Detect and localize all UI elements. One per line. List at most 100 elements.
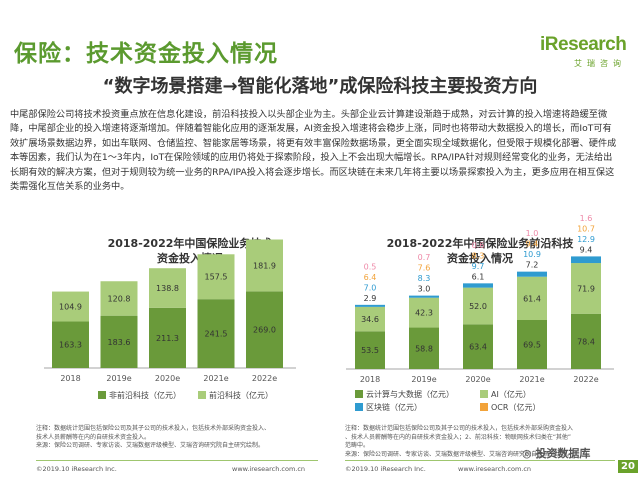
data-label: 9.4 [526, 240, 539, 249]
right-note-line2: 、技术人员薪酬等在内的自研技术资金投入；2、前沿科技：物联网技术归类在“其他” [345, 433, 572, 441]
data-label: 104.9 [59, 303, 82, 312]
data-label: 0.5 [364, 262, 377, 271]
bar-segment [149, 268, 186, 308]
data-label: 1.0 [526, 229, 539, 238]
legend-swatch [480, 403, 488, 411]
x-tick-label: 2020e [465, 375, 490, 384]
data-label: 63.4 [469, 343, 487, 352]
data-label: 8.3 [418, 274, 431, 283]
left-footer-copyright: ©2019.10 iResearch Inc. [36, 465, 117, 473]
x-tick-label: 2019e [411, 375, 436, 384]
bar-segment [197, 299, 235, 368]
left-note-line1: 注释：数据统计范围包括保险公司及其子公司的技术投入，包括技术外部采购资金投入、 [36, 425, 271, 432]
x-tick-label: 2022e [573, 375, 598, 384]
data-label: 10.9 [523, 250, 541, 259]
data-label: 138.8 [156, 284, 179, 293]
data-label: 69.5 [523, 341, 541, 350]
bar-segment [571, 263, 601, 314]
right-divider [345, 460, 615, 461]
legend-label: 非前沿科技（亿元） [109, 391, 181, 400]
iresearch-logo: iResearch 艾瑞咨询 [540, 34, 628, 74]
left-chart-title-line1: 2018-2022年中国保险业务技术 [107, 237, 273, 250]
left-source: 来源：保险公司调研、专家访谈、艾瑞数据评级模型、艾瑞咨询研究院自主研究绘制。 [36, 442, 265, 449]
legend-label: 区块链（亿元） [366, 403, 422, 412]
data-label: 211.3 [156, 334, 179, 343]
data-label: 163.3 [59, 341, 82, 350]
wechat-watermark: ◎ 投资数据库 [522, 445, 590, 461]
left-divider [36, 460, 318, 461]
legend-item-cloud: 云计算与大数据（亿元） [355, 389, 454, 400]
x-tick-label: 2019e [106, 374, 131, 383]
data-label: 241.5 [205, 330, 228, 339]
right-note-line1: 注释：数据统计范围包括保险公司及其子公司的技术投入，包括技术外部采购资金投入 [345, 425, 574, 432]
legend-item-non-frontier: 非前沿科技（亿元） [98, 390, 181, 401]
data-label: 53.5 [361, 346, 379, 355]
legend-item-ai: AI（亿元） [480, 389, 531, 400]
legend-swatch [355, 390, 363, 398]
legend-label: 云计算与大数据（亿元） [366, 390, 454, 399]
bar-segment [463, 287, 493, 325]
right-note: 注释：数据统计范围包括保险公司及其子公司的技术投入，包括技术外部采购资金投入 、… [345, 425, 620, 459]
bar-segment [409, 297, 439, 328]
data-label: 7.0 [364, 283, 377, 292]
bar-segment [571, 256, 601, 264]
legend-swatch [355, 403, 363, 411]
legend-label: 前沿科技（亿元） [209, 391, 273, 400]
data-label: 61.4 [523, 294, 541, 303]
bar-segment [463, 324, 493, 369]
data-label: 6.4 [364, 273, 377, 282]
data-label: 71.9 [577, 284, 595, 293]
data-label: 183.6 [108, 338, 131, 347]
data-label: 157.5 [205, 273, 228, 282]
logo-sub: 艾瑞咨询 [574, 59, 626, 68]
data-label: 7.6 [418, 264, 431, 273]
bar-segment [100, 281, 138, 316]
x-tick-label: 2018 [360, 375, 380, 384]
bar-segment [52, 321, 89, 368]
right-chart-title-line1: 2018-2022年中国保险业务前沿科技 [386, 237, 574, 250]
page-number: 20 [618, 460, 638, 473]
x-tick-label: 2020e [155, 374, 180, 383]
bar-segment [197, 254, 235, 300]
data-label: 34.6 [361, 315, 379, 324]
left-footer-url: www.iresearch.com.cn [232, 465, 306, 473]
bar-segment [463, 283, 493, 288]
data-label: 269.0 [253, 326, 276, 335]
legend-label: AI（亿元） [491, 390, 531, 399]
body-paragraph: 中尾部保险公司将技术投资重点放在信息化建设，前沿科技投入以头部企业为主。头部企业… [10, 109, 617, 193]
x-tick-label: 2018 [60, 374, 80, 383]
legend-swatch [198, 391, 206, 399]
data-label: 9.7 [472, 262, 485, 271]
bar-segment [246, 291, 283, 368]
right-note-line3: 范畴中。 [345, 442, 370, 449]
data-label: 6.1 [472, 272, 485, 281]
right-footer-copyright: ©2019.10 iResearch Inc. [345, 465, 426, 473]
data-label: 7.2 [526, 261, 539, 270]
wechat-label: 投资数据库 [535, 447, 591, 460]
page-title: 保险：技术资金投入情况 [14, 41, 278, 67]
bar-segment [517, 276, 547, 321]
bar-segment [52, 291, 89, 322]
right-chart-title-line2: 资金投入情况 [447, 252, 513, 265]
legend-item-frontier: 前沿科技（亿元） [198, 390, 273, 401]
data-label: 181.9 [253, 261, 276, 270]
left-note-line2: 技术人员薪酬等在内的自研技术资金投入。 [36, 433, 151, 441]
bar-segment [355, 306, 385, 332]
legend-item-blockchain: 区块链（亿元） [355, 402, 422, 413]
x-tick-label: 2021e [203, 374, 228, 383]
bar-segment [355, 304, 385, 307]
legend-swatch [480, 390, 488, 398]
data-label: 8.3 [472, 251, 485, 260]
data-label: 1.6 [580, 214, 593, 223]
wechat-icon: ◎ [522, 447, 536, 460]
legend-label: OCR（亿元） [491, 403, 541, 412]
page-subtitle: “数字场景搭建→智能化落地”成保险科技主要投资方向 [102, 76, 538, 97]
legend-swatch [98, 391, 106, 399]
data-label: 78.4 [577, 337, 595, 346]
data-label: 52.0 [469, 302, 487, 311]
bar-segment [517, 271, 547, 277]
logo-brand: iResearch [540, 34, 627, 55]
bar-segment [571, 313, 601, 369]
